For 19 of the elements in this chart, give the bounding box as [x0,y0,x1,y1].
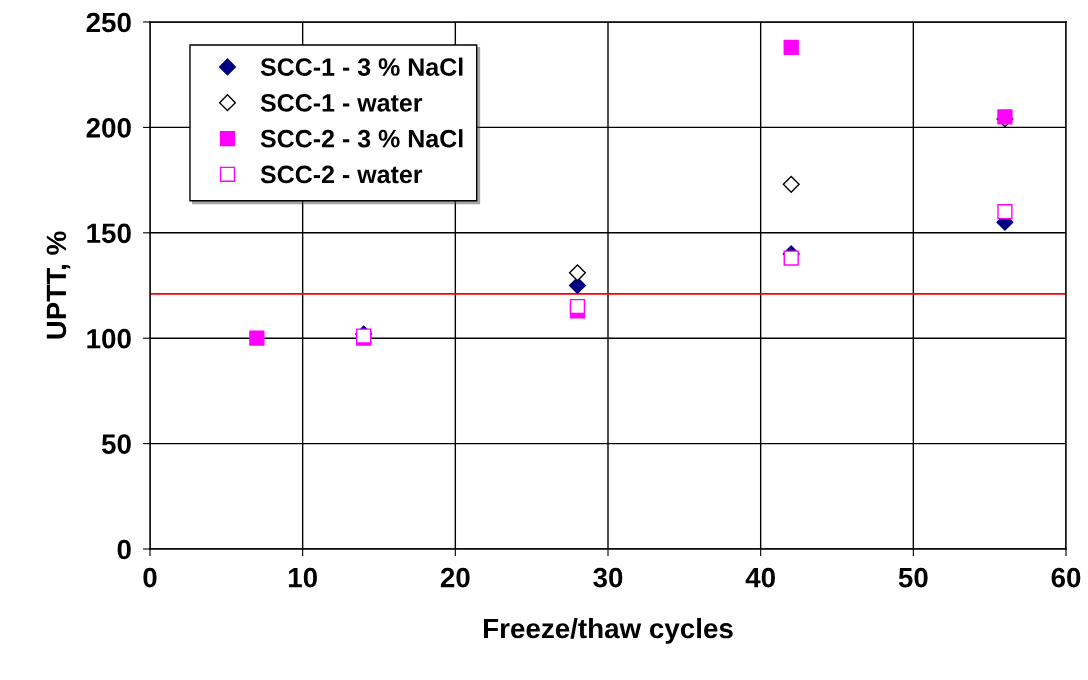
legend-label: SCC-2 - 3 % NaCl [260,129,463,148]
y-tick-label: 50 [101,434,131,454]
y-tick-label: 0 [117,539,131,560]
legend-label: SCC-1 - 3 % NaCl [260,57,463,76]
x-tick-label: 30 [593,567,623,588]
x-tick-label: 40 [745,567,775,588]
y-axis-title: UPTT, % [46,231,71,339]
y-tick-label: 200 [86,118,131,138]
legend-label: SCC-2 - water [260,165,423,184]
x-tick-label: 50 [898,567,928,588]
x-tick-label: 60 [1051,567,1081,588]
y-tick-label: 150 [87,223,131,244]
x-tick-label: 10 [288,567,317,588]
legend-label: SCC-1 - water [260,94,423,112]
y-tick-label: 250 [86,12,131,33]
x-axis-title: Freeze/thaw cycles [484,617,733,644]
x-tick-label: 20 [440,567,470,588]
x-tick-label: 0 [143,567,157,588]
y-tick-label: 100 [87,328,131,349]
